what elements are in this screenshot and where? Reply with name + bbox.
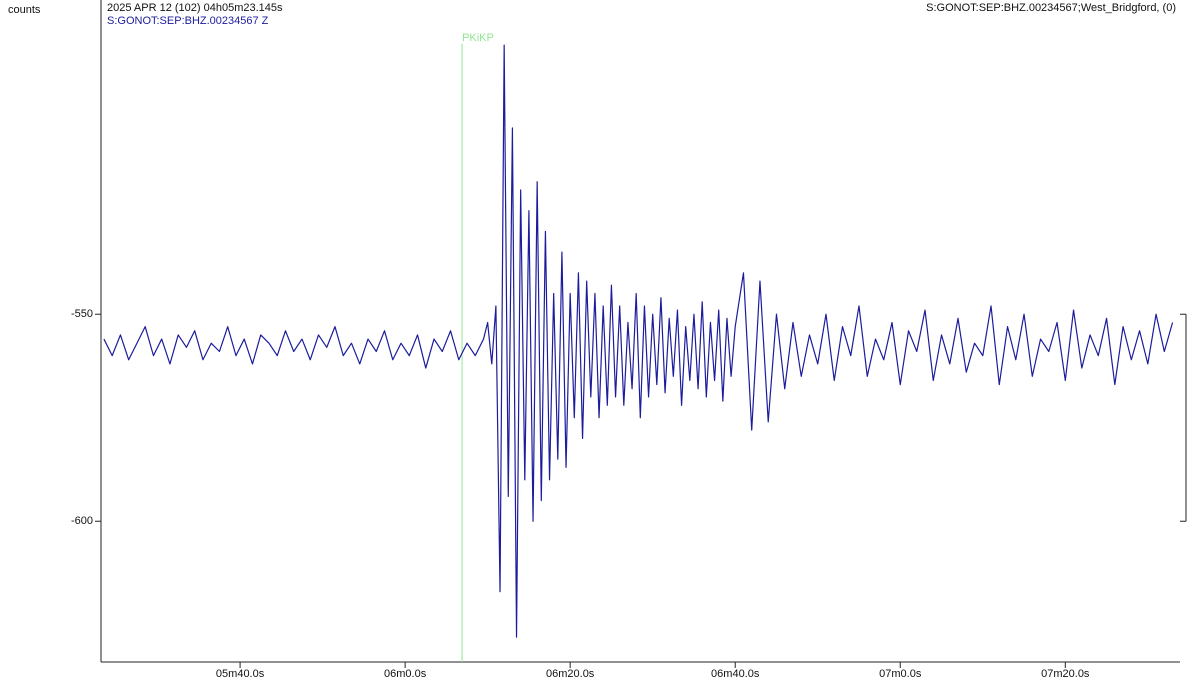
x-tick-label: 06m40.0s: [711, 668, 760, 680]
y-tick-label: -600: [71, 515, 93, 527]
x-tick-label: 07m20.0s: [1041, 668, 1090, 680]
x-tick-label: 05m40.0s: [216, 668, 265, 680]
x-tick-label: 07m0.0s: [879, 668, 922, 680]
header-station: S:GONOT:SEP:BHZ.00234567;West_Bridgford,…: [926, 2, 1176, 14]
x-tick-label: 06m20.0s: [546, 668, 595, 680]
phase-label: PKiKP: [462, 32, 494, 44]
x-tick-label: 06m0.0s: [384, 668, 427, 680]
y-axis-label: counts: [8, 4, 41, 16]
trace-label: S:GONOT:SEP:BHZ.00234567 Z: [107, 15, 269, 27]
waveform: [103, 44, 1174, 638]
y-tick-label: -550: [71, 308, 93, 320]
header-time: 2025 APR 12 (102) 04h05m23.145s: [107, 2, 283, 14]
